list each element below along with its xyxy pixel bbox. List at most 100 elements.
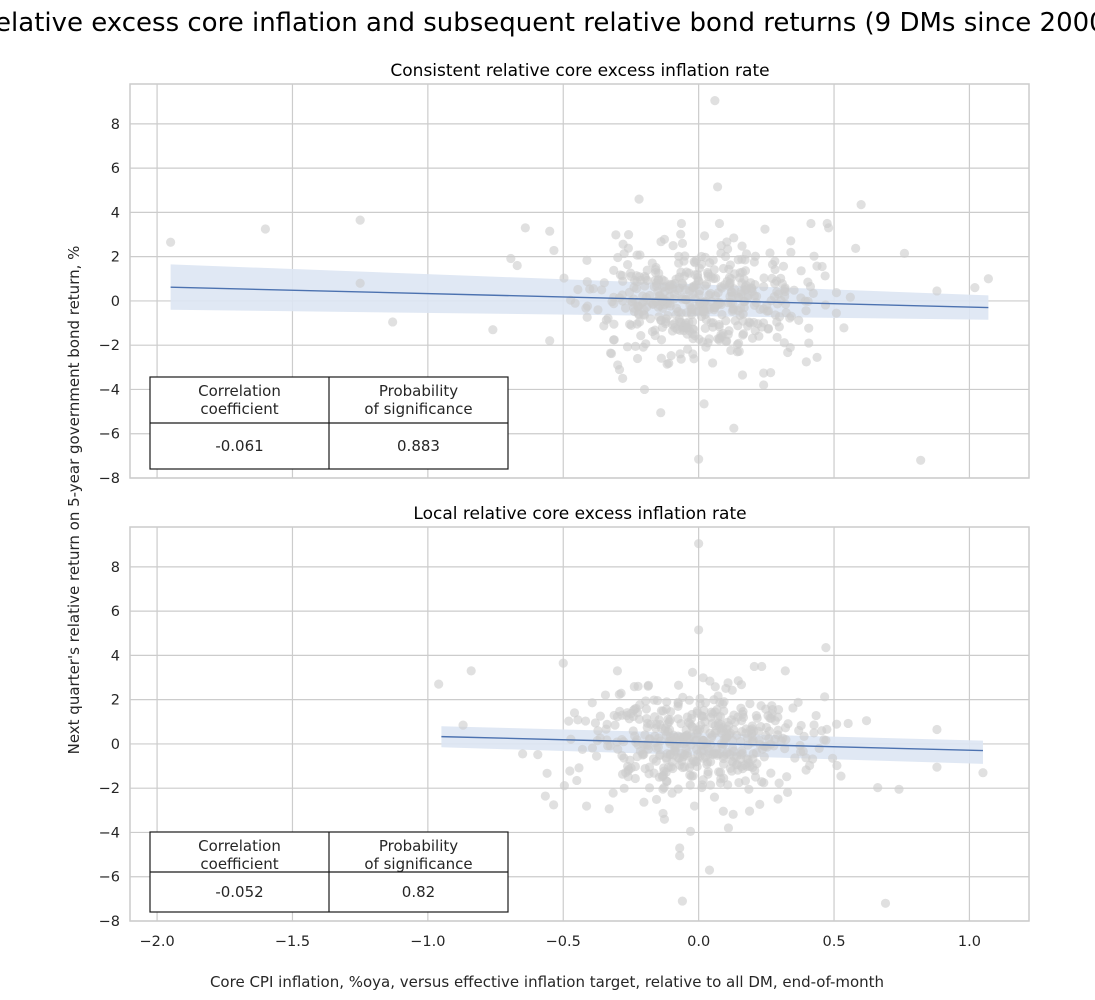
scatter-point bbox=[649, 695, 659, 705]
scatter-point bbox=[630, 773, 640, 784]
scatter-point bbox=[780, 284, 790, 294]
scatter-point bbox=[647, 326, 658, 337]
scatter-point bbox=[724, 326, 734, 336]
scatter-point bbox=[629, 682, 639, 692]
scatter-point bbox=[611, 230, 621, 240]
scatter-point bbox=[520, 223, 530, 233]
scatter-point bbox=[781, 299, 791, 309]
scatter-point bbox=[675, 317, 685, 327]
scatter-point bbox=[770, 264, 780, 275]
scatter-point bbox=[685, 763, 695, 773]
scatter-point bbox=[640, 763, 650, 774]
scatter-point bbox=[718, 263, 729, 274]
scatter-point bbox=[811, 710, 821, 721]
scatter-point bbox=[636, 331, 646, 341]
scatter-point bbox=[612, 666, 623, 676]
scatter-point bbox=[709, 302, 720, 313]
y-tick-label: −8 bbox=[99, 914, 120, 930]
scatter-point bbox=[639, 384, 650, 395]
scatter-point bbox=[632, 353, 643, 364]
scatter-point bbox=[769, 291, 779, 302]
scatter-point bbox=[634, 194, 644, 204]
scatter-point bbox=[582, 312, 592, 322]
scatter-point bbox=[709, 792, 720, 802]
x-tick-label: −1.0 bbox=[410, 934, 445, 950]
y-tick-label: −4 bbox=[99, 825, 120, 841]
scatter-point bbox=[662, 697, 672, 707]
scatter-point bbox=[766, 368, 776, 378]
scatter-point bbox=[780, 291, 790, 301]
scatter-point bbox=[642, 722, 652, 733]
scatter-point bbox=[634, 272, 644, 282]
prob-header-line2: of significance bbox=[364, 855, 472, 873]
scatter-point bbox=[820, 300, 831, 310]
scatter-point bbox=[694, 625, 704, 635]
scatter-point bbox=[762, 300, 772, 310]
scatter-point bbox=[814, 743, 824, 754]
scatter-point bbox=[804, 323, 814, 333]
scatter-point bbox=[738, 329, 749, 339]
scatter-point bbox=[518, 749, 528, 759]
panel-title-local: Local relative core excess inflation rat… bbox=[413, 504, 746, 524]
scatter-point bbox=[601, 315, 611, 325]
scatter-point bbox=[794, 315, 804, 325]
scatter-point bbox=[601, 724, 611, 734]
scatter-point bbox=[745, 318, 755, 328]
corr-header-line2: coefficient bbox=[200, 855, 278, 873]
regression-line bbox=[441, 735, 983, 752]
scatter-point bbox=[577, 744, 588, 755]
scatter-point bbox=[932, 724, 942, 735]
scatter-point bbox=[725, 260, 735, 270]
scatter-point bbox=[609, 265, 619, 275]
scatter-point bbox=[558, 658, 568, 668]
regression-line-segment bbox=[441, 735, 983, 752]
scatter-point bbox=[759, 380, 769, 390]
scatter-point bbox=[781, 307, 791, 318]
scatter-point bbox=[659, 814, 670, 824]
scatter-point bbox=[780, 743, 790, 754]
scatter-point bbox=[729, 233, 739, 243]
y-tick-label: 2 bbox=[111, 693, 120, 709]
y-tick-label: −2 bbox=[99, 781, 120, 797]
scatter-point bbox=[772, 317, 782, 327]
y-tick-label: 2 bbox=[111, 250, 120, 266]
scatter-point bbox=[700, 717, 710, 727]
scatter-point bbox=[609, 319, 619, 329]
y-tick-label: 4 bbox=[111, 205, 120, 221]
scatter-point bbox=[565, 766, 575, 776]
scatter-point bbox=[599, 278, 609, 288]
scatter-point bbox=[699, 231, 710, 241]
scatter-point bbox=[806, 218, 816, 229]
scatter-point bbox=[790, 753, 800, 763]
panel-local: Local relative core excess inflation rat… bbox=[99, 504, 1030, 950]
scatter-point bbox=[668, 763, 678, 774]
scatter-point bbox=[685, 770, 695, 780]
scatter-point bbox=[676, 218, 687, 229]
scatter-point bbox=[650, 268, 661, 278]
scatter-point bbox=[714, 218, 725, 229]
scatter-point bbox=[697, 782, 707, 793]
scatter-point bbox=[880, 898, 891, 908]
scatter-point bbox=[582, 301, 593, 311]
scatter-point bbox=[355, 215, 365, 225]
scatter-point bbox=[658, 282, 668, 293]
scatter-point bbox=[700, 323, 710, 333]
scatter-point bbox=[678, 692, 688, 702]
scatter-point bbox=[585, 284, 595, 294]
scatter-point bbox=[821, 643, 831, 653]
scatter-point bbox=[809, 720, 819, 730]
scatter-points bbox=[434, 539, 988, 908]
scatter-point bbox=[761, 722, 772, 733]
scatter-point bbox=[648, 299, 658, 309]
scatter-point bbox=[780, 666, 790, 676]
scatter-point bbox=[710, 96, 720, 106]
scatter-point bbox=[724, 281, 735, 292]
scatter-point bbox=[734, 346, 744, 356]
scatter-point bbox=[644, 783, 655, 793]
scatter-point bbox=[796, 720, 806, 731]
scatter-point bbox=[665, 750, 675, 760]
scatter-point bbox=[651, 794, 662, 805]
scatter-point bbox=[737, 241, 747, 251]
scatter-point bbox=[710, 291, 721, 301]
scatter-point bbox=[694, 539, 704, 549]
